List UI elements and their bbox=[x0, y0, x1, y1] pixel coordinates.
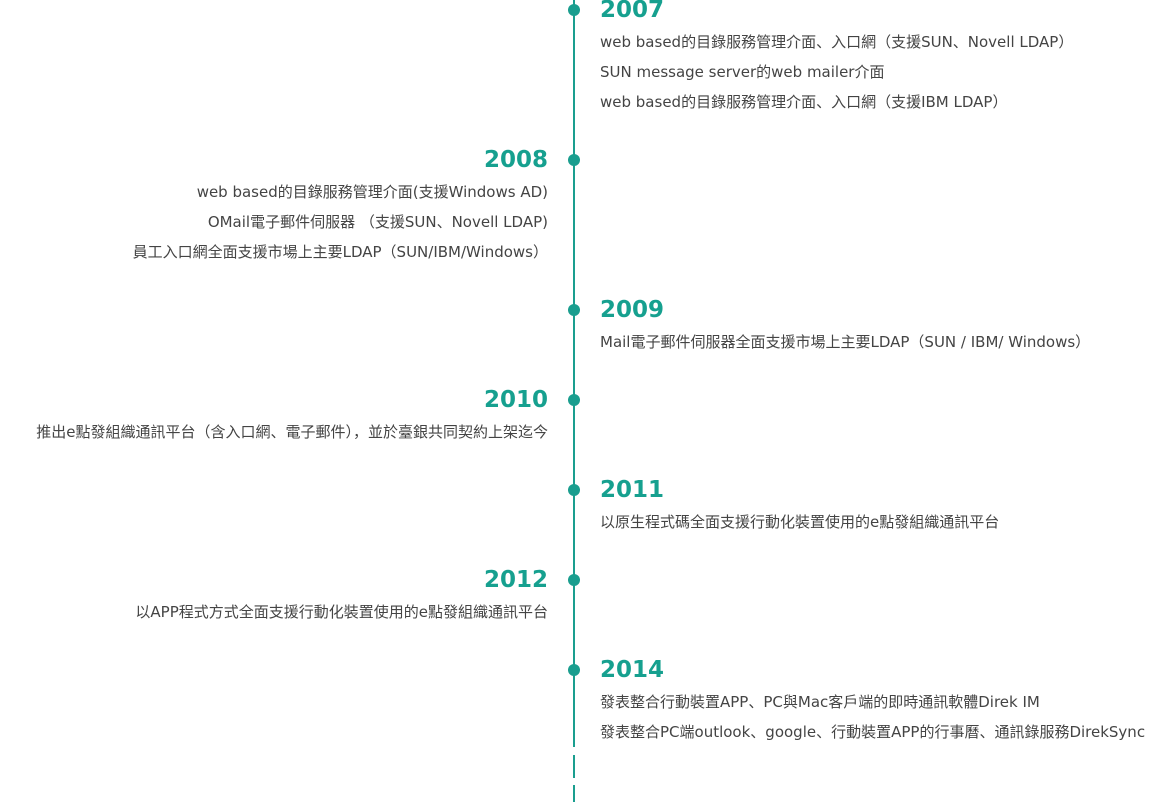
timeline-dash bbox=[573, 785, 575, 802]
year: 2009 bbox=[600, 297, 665, 323]
timeline-dot bbox=[568, 4, 580, 16]
timeline-dot bbox=[568, 484, 580, 496]
milestone: 發表整合PC端outlook、google、行動裝置APP的行事曆、通訊錄服務D… bbox=[600, 723, 1146, 741]
year: 2011 bbox=[600, 477, 665, 503]
timeline-axis bbox=[573, 0, 575, 747]
timeline-dot bbox=[568, 574, 580, 586]
milestone: 推出e點發組織通訊平台（含入口網、電子郵件），並於臺銀共同契約上架迄今 bbox=[36, 423, 548, 441]
year: 2010 bbox=[483, 387, 548, 413]
milestone: 以原生程式碼全面支援行動化裝置使用的e點發組織通訊平台 bbox=[600, 513, 1000, 531]
milestone: 發表整合行動裝置APP、PC與Mac客戶端的即時通訊軟體Direk IM bbox=[600, 693, 1040, 711]
year: 2014 bbox=[600, 657, 665, 683]
timeline-dot bbox=[568, 664, 580, 676]
timeline-dash bbox=[573, 755, 575, 778]
milestone: web based的目錄服務管理介面、入口網（支援SUN、Novell LDAP… bbox=[600, 33, 1074, 51]
year: 2007 bbox=[600, 0, 665, 23]
milestone: OMail電子郵件伺服器 （支援SUN、Novell LDAP) bbox=[207, 213, 548, 231]
milestone: 員工入口網全面支援市場上主要LDAP（SUN/IBM/Windows） bbox=[132, 243, 548, 261]
year: 2008 bbox=[483, 147, 548, 173]
timeline-dot bbox=[568, 394, 580, 406]
milestone: web based的目錄服務管理介面(支援Windows AD) bbox=[196, 183, 548, 201]
year: 2012 bbox=[483, 567, 548, 593]
timeline-dot bbox=[568, 154, 580, 166]
milestone: 以APP程式方式全面支援行動化裝置使用的e點發組織通訊平台 bbox=[135, 603, 548, 621]
timeline-dot bbox=[568, 304, 580, 316]
milestone: SUN message server的web mailer介面 bbox=[600, 63, 885, 81]
milestone: web based的目錄服務管理介面、入口網（支援IBM LDAP） bbox=[600, 93, 1008, 111]
milestone: Mail電子郵件伺服器全面支援市場上主要LDAP（SUN / IBM/ Wind… bbox=[600, 333, 1091, 351]
